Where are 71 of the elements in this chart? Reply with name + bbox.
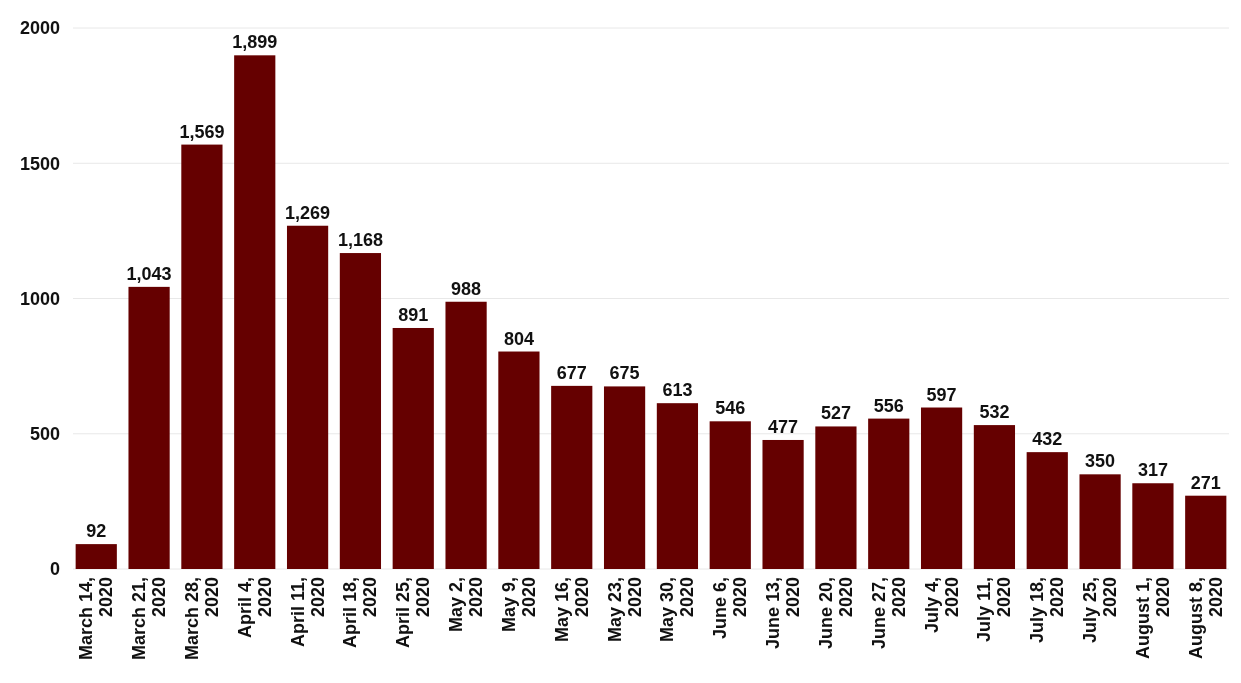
data-label: 1,569 [179, 121, 225, 142]
data-label: 317 [1137, 460, 1168, 481]
data-label: 1,269 [285, 202, 331, 223]
x-tick-label: April 18, 2020 [340, 577, 381, 649]
bar [551, 385, 593, 569]
x-tick-label: April 11, 2020 [287, 577, 328, 648]
x-tick-label: April 4, 2020 [234, 577, 275, 639]
data-label: 546 [715, 398, 746, 419]
bar [920, 407, 963, 569]
y-tick-label: 500 [29, 424, 60, 445]
bar [392, 327, 434, 569]
bar [75, 544, 117, 569]
y-tick-label: 1000 [19, 288, 60, 309]
x-tick-label: August 1, 2020 [1132, 577, 1173, 660]
x-tick-label: May 9, 2020 [498, 577, 539, 633]
bar [973, 425, 1016, 569]
bar [815, 426, 857, 569]
data-label: 1,899 [232, 32, 278, 53]
x-tick-label: June 13, 2020 [763, 577, 804, 650]
data-label: 988 [451, 278, 482, 299]
x-tick-label: July 25, 2020 [1080, 577, 1121, 644]
x-tick-label: August 8, 2020 [1185, 577, 1226, 660]
data-label: 613 [662, 380, 693, 401]
x-tick-label: July 18, 2020 [1027, 577, 1068, 644]
y-tick-label: 1500 [19, 153, 60, 174]
bar [762, 439, 804, 569]
x-tick-label: May 16, 2020 [551, 577, 592, 643]
x-tick-label: May 30, 2020 [657, 577, 698, 643]
data-label: 677 [556, 362, 587, 383]
bar [1079, 474, 1121, 569]
x-tick-label: July 4, 2020 [921, 577, 962, 634]
x-tick-label: June 20, 2020 [815, 577, 856, 650]
data-label: 432 [1032, 429, 1063, 450]
bar [445, 301, 487, 569]
bar [709, 421, 751, 569]
data-label: 527 [820, 403, 851, 424]
x-tick-label: March 28, 2020 [181, 577, 222, 661]
bar [181, 144, 223, 569]
x-tick-label: July 11, 2020 [974, 577, 1015, 643]
x-tick-label: June 27, 2020 [868, 577, 909, 650]
bar [1132, 483, 1174, 569]
bar [656, 403, 699, 569]
data-label: 271 [1190, 472, 1221, 493]
bar [1185, 495, 1227, 569]
data-label: 92 [86, 521, 107, 542]
x-tick-label: May 23, 2020 [604, 577, 645, 643]
y-tick-label: 0 [49, 559, 60, 580]
x-tick-label: June 6, 2020 [710, 577, 751, 640]
data-label: 1,043 [126, 263, 172, 284]
x-tick-label: March 14, 2020 [76, 577, 117, 661]
bar [498, 351, 540, 569]
data-label: 532 [979, 402, 1010, 423]
y-tick-label: 2000 [19, 18, 60, 39]
data-label: 350 [1085, 451, 1116, 472]
bar [128, 286, 170, 569]
data-label: 556 [873, 395, 904, 416]
bar [603, 386, 646, 569]
x-tick-label: May 2, 2020 [446, 577, 487, 633]
data-label: 1,168 [337, 230, 383, 251]
x-tick-label: April 25, 2020 [393, 577, 434, 649]
bar [1026, 452, 1068, 569]
data-label: 477 [768, 416, 799, 437]
data-label: 675 [609, 363, 640, 384]
x-tick-label: March 21, 2020 [129, 577, 170, 661]
bar [286, 225, 329, 569]
data-label: 891 [398, 304, 429, 325]
data-label: 597 [926, 384, 957, 405]
bar [339, 253, 382, 569]
bar [234, 55, 276, 569]
bar [868, 418, 910, 569]
data-label: 804 [503, 328, 534, 349]
